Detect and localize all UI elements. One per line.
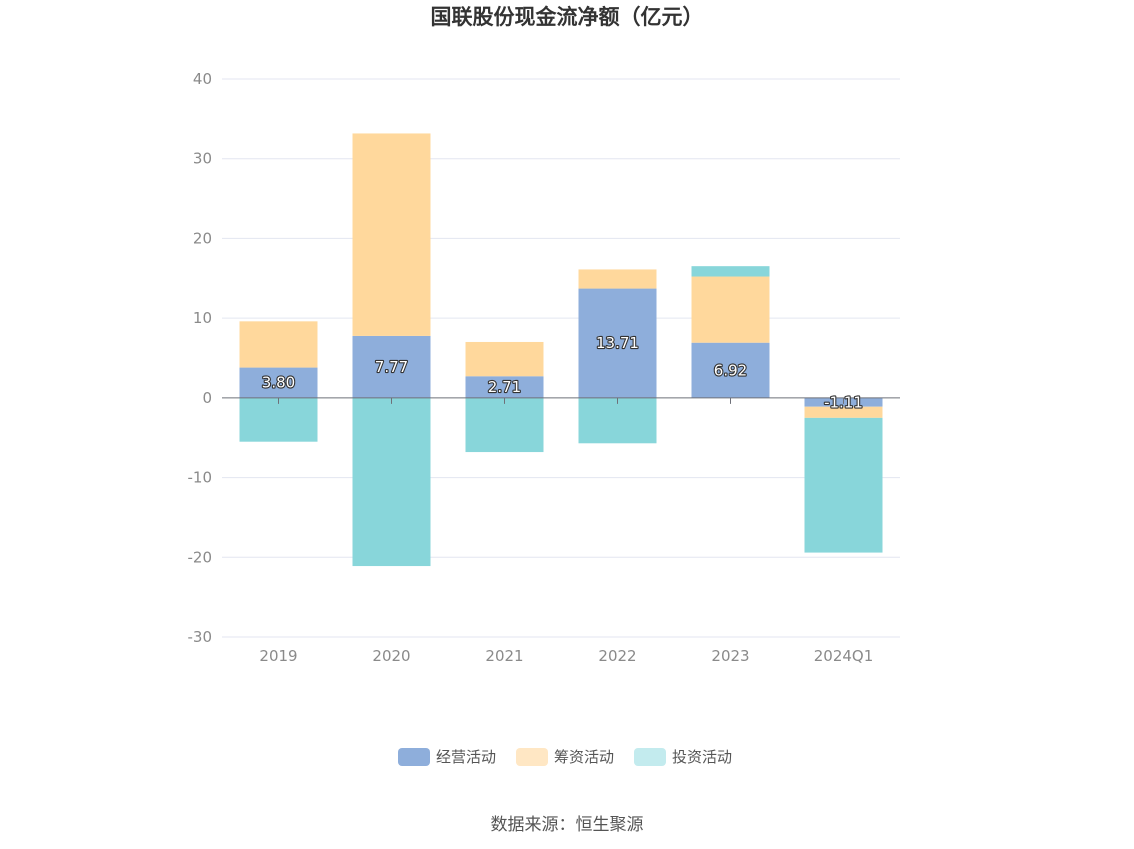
data-label: 2.71 <box>488 378 521 396</box>
x-tick-label: 2024Q1 <box>814 647 874 665</box>
bar-segment <box>578 397 657 444</box>
legend-label: 投资活动 <box>672 748 732 766</box>
y-tick-label: 40 <box>193 70 212 88</box>
bar-segment <box>352 397 431 567</box>
data-label: 6.92 <box>714 361 747 379</box>
y-tick-label: 0 <box>202 389 212 407</box>
data-label: 13.71 <box>596 334 639 352</box>
legend[interactable]: 经营活动 筹资活动 投资活动 <box>398 748 732 766</box>
x-axis-ticks: 2019 2020 2021 2022 2023 2024Q1 <box>259 397 874 665</box>
legend-swatch <box>634 748 666 766</box>
bar-segment <box>352 335 431 398</box>
x-tick-label: 2021 <box>485 647 523 665</box>
bar-segment <box>804 406 883 418</box>
chart-title: 国联股份现金流净额（亿元） <box>431 5 704 29</box>
bar-segment <box>691 276 770 343</box>
legend-swatch <box>398 748 430 766</box>
bar-segment <box>239 321 318 368</box>
y-axis-ticks: -30 -20 -10 0 10 20 30 40 <box>188 70 213 646</box>
bars <box>239 133 883 567</box>
legend-swatch <box>516 748 548 766</box>
x-tick-label: 2019 <box>259 647 297 665</box>
x-tick-label: 2023 <box>711 647 749 665</box>
x-tick-label: 2020 <box>372 647 410 665</box>
bar-segment <box>352 133 431 336</box>
bar-segment <box>465 341 544 377</box>
y-tick-label: -10 <box>188 469 213 487</box>
bar-segment <box>804 417 883 553</box>
source-text: 数据来源：恒生聚源 <box>491 815 644 835</box>
data-label: 3.80 <box>262 374 295 392</box>
y-tick-label: 10 <box>193 309 212 327</box>
bar-segment <box>239 397 318 442</box>
y-tick-label: 30 <box>193 150 212 168</box>
data-label: 7.77 <box>375 358 408 376</box>
legend-item[interactable]: 经营活动 <box>398 748 496 766</box>
x-tick-label: 2022 <box>598 647 636 665</box>
legend-label: 筹资活动 <box>554 748 614 766</box>
bar-segment <box>465 376 544 398</box>
bar-segment <box>239 367 318 398</box>
legend-item[interactable]: 筹资活动 <box>516 748 614 766</box>
bar-segment <box>691 342 770 398</box>
y-tick-label: -20 <box>188 548 213 566</box>
bar-segment <box>465 397 544 453</box>
y-tick-label: 20 <box>193 229 212 247</box>
grid-lines <box>222 78 900 638</box>
legend-item[interactable]: 投资活动 <box>634 748 732 766</box>
bar-segment <box>578 269 657 289</box>
y-tick-label: -30 <box>188 628 213 646</box>
bar-segment <box>691 266 770 277</box>
legend-label: 经营活动 <box>436 748 496 766</box>
bar-segment <box>578 288 657 398</box>
